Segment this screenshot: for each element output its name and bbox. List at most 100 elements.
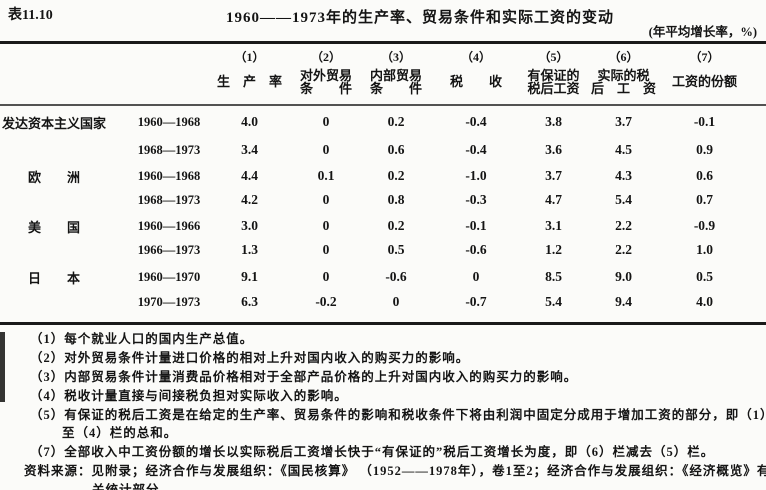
- cell-value: 0.9: [696, 142, 713, 157]
- header-col-4-num: （4）: [460, 50, 491, 64]
- header-col-5-num: （5）: [538, 50, 569, 64]
- cell-value: 9.0: [615, 269, 632, 284]
- rule-table-bottom: [0, 322, 766, 325]
- row-period: 1960—1966: [137, 218, 201, 233]
- header-col-4: （4） 税 收: [431, 50, 521, 99]
- cell-value: 1.0: [696, 242, 713, 257]
- cell-value: 0: [322, 142, 330, 157]
- cell-value: 3.0: [241, 218, 258, 233]
- header-col-5: （5） 有保证的 税后工资: [521, 50, 586, 99]
- cell-value: -0.9: [693, 218, 716, 233]
- rule-header-bottom: [0, 104, 766, 106]
- cell-value: 0: [322, 192, 330, 207]
- footnote-2: （2）对外贸易条件计量进口价格的相对上升对国内收入的购买力的影响。: [30, 350, 470, 365]
- footnotes: （1）每个就业人口的国内生产总值。 （2）对外贸易条件计量进口价格的相对上升对国…: [0, 330, 766, 490]
- header-col-3: （3） 内部贸易 条 件: [361, 50, 431, 99]
- row-group-label: 欧 洲: [28, 169, 81, 185]
- cell-value: 8.5: [545, 269, 562, 284]
- row-group-label: 日 本: [28, 270, 81, 286]
- header-col-1: （1） 生 产 率: [208, 50, 291, 99]
- cell-value: -0.6: [385, 269, 407, 284]
- cell-value: 0.2: [387, 218, 405, 233]
- header-col-2-label: 对外贸易: [299, 67, 352, 83]
- row-period: 1968—1973: [137, 142, 201, 157]
- cell-value: 9.1: [241, 269, 258, 284]
- cell-value: 0.6: [387, 142, 405, 157]
- footnote-5: （5）有保证的税后工资是在给定的生产率、贸易条件的影响和税收条件下将由利润中固定…: [30, 407, 766, 422]
- header-col-4-label: 税 收: [449, 74, 502, 90]
- cell-value: 0: [322, 218, 330, 233]
- cell-value: -0.6: [465, 242, 487, 257]
- cell-value: 6.3: [241, 294, 258, 309]
- cell-value: -0.7: [465, 294, 487, 309]
- cell-value: 5.4: [615, 192, 632, 207]
- table-body: 发达资本主义国家 1960—1968 4.0 0 0.2 -0.4 3.8 3.…: [0, 109, 766, 315]
- cell-value: 3.1: [545, 218, 562, 233]
- row-group-label: 发达资本主义国家: [2, 115, 107, 131]
- header-col-6-label2: 后 工 资: [590, 81, 656, 96]
- row-period: 1966—1973: [137, 242, 201, 257]
- row-period: 1968—1973: [137, 192, 201, 207]
- cell-value: 2.2: [615, 242, 632, 257]
- cell-value: -0.3: [465, 192, 487, 207]
- table-header-row: （1） 生 产 率 （2） 对外贸易 条 件 （3） 内部贸易 条 件 （4） …: [0, 50, 766, 99]
- header-col-5-label2: 税后工资: [527, 81, 580, 96]
- source-note: 资料来源：见附录；经济合作与发展组织：《国民核算》 （1952——1978年），…: [24, 464, 766, 479]
- table-row: 美 国 1960—1966 3.0 0 0.2 -0.1 3.1 2.2 -0.…: [0, 213, 766, 239]
- header-col-7: （7） 工资的份额: [661, 50, 748, 99]
- table-row: 1970—1973 6.3 -0.2 0 -0.7 5.4 9.4 4.0: [0, 289, 766, 315]
- cell-value: 0.6: [696, 168, 713, 183]
- cell-value: 4.0: [696, 294, 713, 309]
- row-period: 1960—1970: [137, 269, 201, 284]
- cell-value: 3.4: [241, 142, 258, 157]
- cell-value: 0: [392, 294, 400, 309]
- header-col-6: （6） 实际的税 后 工 资: [586, 50, 661, 99]
- footnote-3: （3）内部贸易条件计量消费品价格相对于全部产品价格的上升对国内收入的购买力的影响…: [30, 369, 578, 384]
- header-col-7-label: 工资的份额: [671, 74, 737, 90]
- cell-value: 9.4: [615, 294, 632, 309]
- cell-value: 0: [472, 269, 480, 284]
- header-col-3-num: （3）: [380, 50, 411, 64]
- table-row: 发达资本主义国家 1960—1968 4.0 0 0.2 -0.4 3.8 3.…: [0, 109, 766, 135]
- row-period: 1960—1968: [137, 168, 201, 183]
- cell-value: -0.2: [315, 294, 337, 309]
- cell-value: 3.7: [615, 114, 632, 129]
- cell-value: 2.2: [615, 218, 632, 233]
- cell-value: 3.8: [545, 114, 562, 129]
- footnote-1: （1）每个就业人口的国内生产总值。: [30, 332, 254, 346]
- cell-value: 4.2: [241, 192, 258, 207]
- header-col-1-label: 生 产 率: [216, 74, 282, 90]
- header-col-3-label2: 条 件: [369, 81, 422, 96]
- header-col-5-label: 有保证的: [527, 67, 580, 83]
- cell-value: 0: [322, 114, 330, 129]
- table-number: 表11.10: [8, 8, 53, 23]
- cell-value: -1.0: [465, 168, 487, 183]
- cell-value: 0.2: [387, 114, 405, 129]
- header-col-6-label: 实际的税: [597, 67, 650, 83]
- cell-value: 4.4: [241, 168, 258, 183]
- table-title: 1960——1973年的生产率、贸易条件和实际工资的变动: [225, 10, 614, 26]
- row-group-label: 美 国: [28, 219, 81, 235]
- header-col-2-num: （2）: [310, 50, 341, 64]
- cell-value: 0: [322, 269, 330, 284]
- table-row: 日 本 1960—1970 9.1 0 -0.6 0 8.5 9.0 0.5: [0, 264, 766, 290]
- footnote-7: （7）全部收入中工资份额的增长以实际税后工资增长快于“有保证的”税后工资增长为度…: [30, 445, 715, 460]
- cell-value: 4.0: [241, 114, 258, 129]
- row-period: 1970—1973: [137, 294, 201, 309]
- rule-top: [0, 41, 766, 44]
- table-row: 1968—1973 4.2 0 0.8 -0.3 4.7 5.4 0.7: [0, 187, 766, 213]
- cell-value: 0.7: [696, 192, 713, 207]
- table-row: 1966—1973 1.3 0 0.5 -0.6 1.2 2.2 1.0: [0, 237, 766, 263]
- header-col-3-label: 内部贸易: [369, 67, 422, 83]
- cell-value: 0.5: [387, 242, 405, 257]
- cell-value: 5.4: [545, 294, 562, 309]
- cell-value: 4.3: [615, 168, 632, 183]
- table-row: 1968—1973 3.4 0 0.6 -0.4 3.6 4.5 0.9: [0, 137, 766, 163]
- cell-value: 0.8: [387, 192, 405, 207]
- header-col-1-num: （1）: [234, 50, 265, 64]
- cell-value: -0.4: [465, 142, 487, 157]
- cell-value: 1.2: [545, 242, 562, 257]
- header-col-7-num: （7）: [689, 50, 720, 64]
- header-col-2: （2） 对外贸易 条 件: [291, 50, 361, 99]
